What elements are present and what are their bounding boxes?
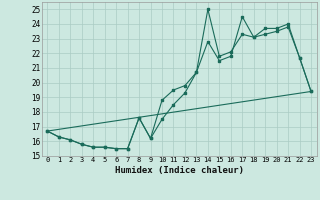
X-axis label: Humidex (Indice chaleur): Humidex (Indice chaleur) [115,166,244,175]
